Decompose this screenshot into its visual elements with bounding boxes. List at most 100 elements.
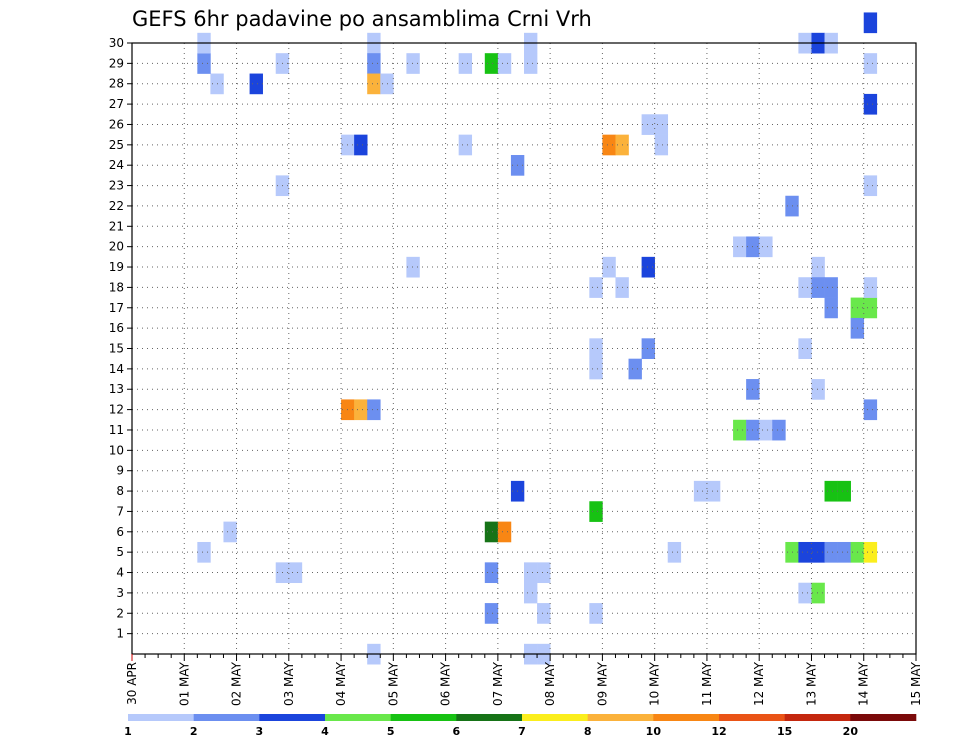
precip-cell <box>524 53 538 74</box>
colorbar-label: 4 <box>321 725 329 738</box>
precip-cell <box>824 541 838 563</box>
precip-cell <box>589 277 603 298</box>
precip-cell <box>863 297 878 319</box>
colorbar-swatch <box>653 714 720 721</box>
x-tick-label: 06 MAY <box>439 661 453 706</box>
y-tick-label: 24 <box>109 158 124 172</box>
colorbar-swatch <box>522 714 588 721</box>
y-tick-label: 28 <box>109 77 124 91</box>
y-tick-label: 10 <box>109 443 124 457</box>
precip-cell <box>863 12 878 34</box>
grid-lines <box>132 42 916 654</box>
precip-cell <box>458 134 473 156</box>
precip-cell <box>641 114 655 135</box>
y-tick-label: 18 <box>109 280 124 294</box>
precip-cell <box>824 480 838 502</box>
y-tick-label: 29 <box>109 56 124 70</box>
colorbar-label: 12 <box>711 725 726 738</box>
y-tick-label: 23 <box>109 179 124 193</box>
precip-cell <box>863 175 878 197</box>
precip-cell <box>811 541 825 563</box>
precip-cell <box>484 562 499 584</box>
x-tick-label: 11 MAY <box>700 661 714 706</box>
precip-cell <box>589 358 603 380</box>
colorbar-swatch <box>784 714 851 721</box>
y-tick-label: 7 <box>116 504 124 518</box>
precip-cell <box>641 338 655 359</box>
precip-cell <box>406 53 420 74</box>
precip-cell <box>484 521 499 543</box>
colorbar-swatch <box>193 714 260 721</box>
colorbar-swatch <box>390 714 457 721</box>
y-tick-label: 30 <box>109 36 124 50</box>
precip-cell <box>824 297 838 319</box>
precip-cell <box>197 53 211 74</box>
y-tick-label: 19 <box>109 260 124 274</box>
precip-cell <box>537 603 551 624</box>
colorbar-label: 3 <box>256 725 264 738</box>
precip-cell <box>667 541 682 563</box>
y-tick-label: 17 <box>109 301 124 315</box>
chart-title: GEFS 6hr padavine po ansamblima Crni Vrh <box>132 7 592 31</box>
precip-cell <box>367 73 381 95</box>
precip-cell <box>524 562 538 584</box>
precip-cell <box>380 73 394 95</box>
precip-cell <box>589 501 603 522</box>
colorbar-swatch <box>259 714 326 721</box>
colorbar-label: 2 <box>190 725 198 738</box>
x-tick-label: 08 MAY <box>543 661 557 706</box>
precip-cell <box>811 277 825 298</box>
y-tick-label: 21 <box>109 219 124 233</box>
precip-cell <box>524 582 538 604</box>
x-tick-label: 04 MAY <box>334 661 348 706</box>
y-tick-label: 16 <box>109 321 124 335</box>
precip-cell <box>811 379 825 400</box>
precip-cell <box>367 399 381 421</box>
precip-cell <box>824 277 838 298</box>
y-tick-label: 1 <box>116 627 124 641</box>
precip-cell <box>654 134 669 156</box>
precip-cell <box>641 256 655 278</box>
precip-cell <box>223 521 237 543</box>
precip-cell <box>354 134 368 156</box>
y-tick-label: 25 <box>109 138 124 152</box>
precip-cell <box>458 53 473 74</box>
colorbar-swatch <box>850 714 917 721</box>
precip-cell <box>693 480 708 502</box>
precip-cell <box>354 399 368 421</box>
precip-cell <box>837 480 851 502</box>
colorbar-swatch <box>587 714 654 721</box>
y-tick-label: 26 <box>109 117 124 131</box>
colorbar-swatch <box>128 714 194 721</box>
x-tick-label: 30 APR <box>125 662 139 705</box>
x-tick-label: 15 MAY <box>909 661 923 706</box>
colorbar-legend: 1 2 3 4 5 6 7 8 10 12 15 20 <box>124 714 917 738</box>
y-tick-label: 20 <box>109 240 124 254</box>
precip-cell <box>706 480 721 502</box>
precip-cell <box>798 582 812 604</box>
colorbar-label: 6 <box>453 725 461 738</box>
colorbar-label: 10 <box>646 725 662 738</box>
y-tick-label: 14 <box>109 362 124 376</box>
x-tick-label: 10 MAY <box>648 661 662 706</box>
colorbar-label: 7 <box>518 725 526 738</box>
precip-cell <box>537 562 551 584</box>
precip-cell <box>837 541 851 563</box>
precip-cell <box>654 114 669 135</box>
precip-cell <box>589 603 603 624</box>
colorbar-label: 15 <box>777 725 792 738</box>
x-tick-label: 02 MAY <box>230 661 244 706</box>
colorbar-label: 5 <box>387 725 395 738</box>
x-axis: 30 APR 01 MAY 02 MAY 03 MAY 04 MAY 05 MAY 06 M… <box>125 654 923 706</box>
precip-cell <box>288 562 303 584</box>
x-tick-label: 09 MAY <box>595 661 609 706</box>
precip-cell <box>602 256 616 278</box>
x-tick-label: 03 MAY <box>282 661 296 706</box>
x-tick-label: 12 MAY <box>752 661 766 706</box>
y-axis: 1234567891011121314151617181920212223242… <box>109 36 132 641</box>
precip-cell <box>484 603 499 624</box>
y-tick-label: 8 <box>116 484 124 498</box>
colorbar-label: 8 <box>584 725 592 738</box>
precip-cell <box>589 338 603 359</box>
y-tick-label: 6 <box>116 525 124 539</box>
